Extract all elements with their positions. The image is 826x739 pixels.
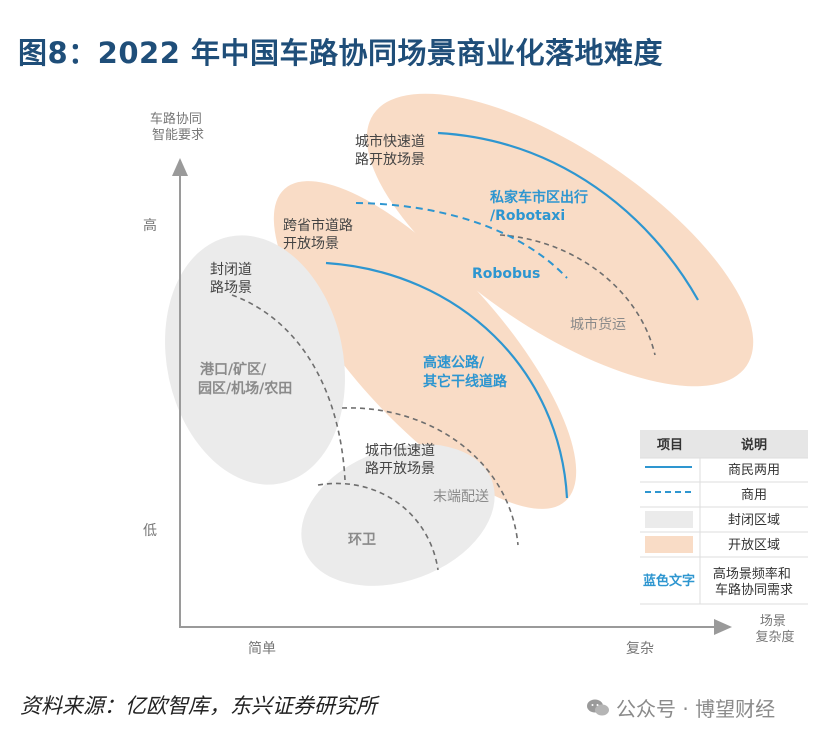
open-area-intercity: [273, 181, 577, 509]
label-urban-freight: 城市货运: [570, 316, 626, 333]
page-title: 图8：2022 年中国车路协同场景商业化落地难度: [18, 36, 663, 70]
label-urban-fast: 城市快速道 路开放场景: [355, 133, 429, 168]
legend-header-desc: 说明: [741, 437, 767, 453]
legend-row5-key: 蓝色文字: [643, 573, 695, 589]
label-highway: 高速公路/ 其它干线道路: [423, 354, 508, 390]
wechat-icon: [587, 699, 609, 715]
legend-swatch-open: [645, 536, 693, 553]
label-closed-road: 封闭道 路场景: [210, 262, 256, 296]
legend-row5-desc: 高场景频率和 车路协同需求: [713, 566, 795, 598]
label-robobus: Robobus: [472, 266, 540, 282]
legend: 项目 说明 商民两用 商用 封闭区域 开放区域 蓝色文字 高场景频率和 车路协同…: [640, 430, 808, 605]
dashed-curve-urban-freight: [499, 234, 656, 356]
legend-row1-desc: 商民两用: [728, 463, 780, 478]
legend-row2-desc: 商用: [741, 488, 767, 503]
label-private-car: 私家车市区出行 /Robotaxi: [490, 189, 593, 224]
legend-row3-desc: 封闭区域: [728, 513, 780, 528]
y-axis-title: 车路协同 智能要求: [150, 111, 206, 143]
legend-swatch-closed: [645, 511, 693, 528]
label-last-mile: 末端配送: [433, 489, 489, 505]
label-sanitation: 环卫: [348, 532, 376, 548]
legend-header-item: 项目: [657, 438, 683, 453]
y-axis-low-label: 低: [143, 523, 157, 539]
dashed-curve-sanitation: [317, 482, 439, 571]
x-axis-complex-label: 复杂: [626, 640, 654, 657]
closed-area-lowspeed: [301, 444, 495, 586]
watermark-text: 公众号 · 博望财经: [616, 697, 776, 721]
label-lowspeed: 城市低速道 路开放场景: [365, 442, 439, 477]
blue-solid-curve-urban-fast: [437, 131, 699, 301]
blue-solid-curve-highway: [325, 261, 569, 499]
legend-header-bg: [640, 430, 808, 458]
x-axis-title: 场景 复杂度: [755, 614, 794, 645]
open-area-urban-fast: [366, 93, 754, 387]
y-axis-high-label: 高: [143, 217, 157, 234]
legend-row4-desc: 开放区域: [728, 538, 780, 553]
x-axis-simple-label: 简单: [248, 640, 276, 657]
blue-dashed-curve-robotaxi: [355, 202, 568, 279]
closed-area-ports: [165, 235, 345, 485]
watermark: 公众号 · 博望财经: [586, 693, 775, 722]
label-ports: 港口/矿区/ 园区/机场/农田: [198, 361, 292, 397]
source-note: 资料来源：亿欧智库，东兴证券研究所: [20, 694, 377, 718]
label-intercity: 跨省市道路 开放场景: [283, 217, 357, 252]
